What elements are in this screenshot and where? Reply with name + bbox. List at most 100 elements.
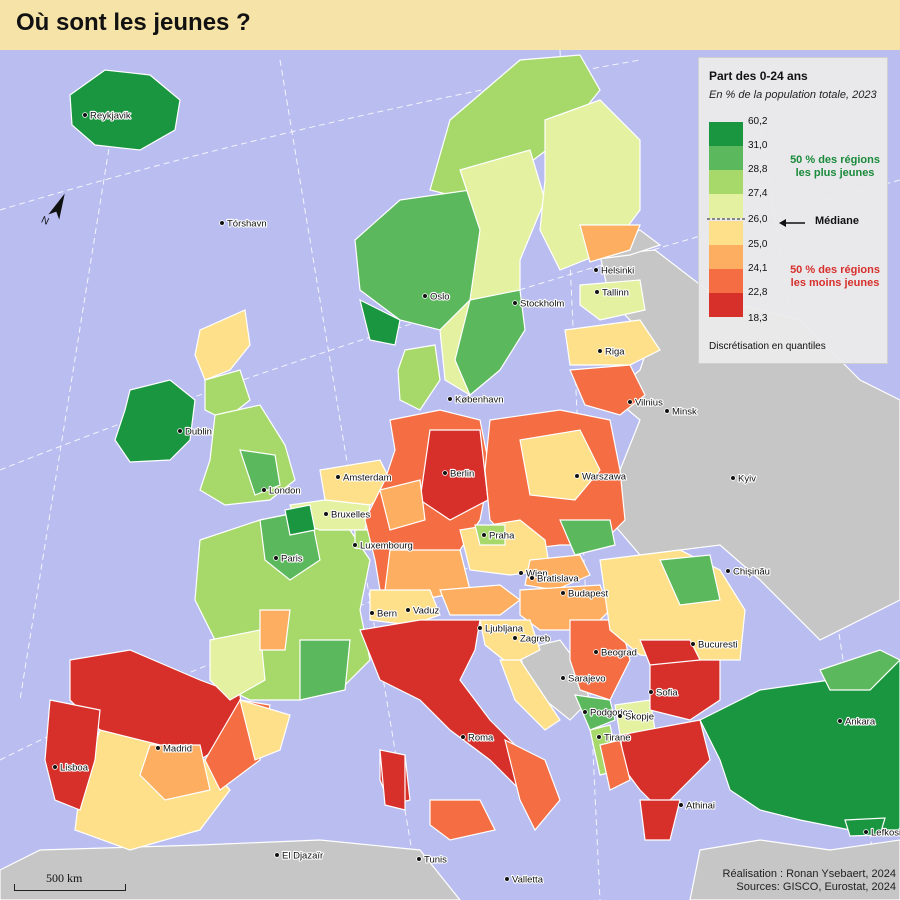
turkey-north [819,649,900,691]
city-label-el-djazai-r: El Djazaïr [282,851,323,862]
city-marker-roma [460,734,466,740]
city-marker-chis-ina-u [725,568,731,574]
city-label-praha: Praha [489,531,515,542]
city-marker-bruxelles [323,511,329,517]
city-marker-madrid [155,745,161,751]
median-arrow-icon [779,219,805,227]
city-marker-zagreb [512,635,518,641]
cyprus [844,817,886,837]
city-marker-ankara [837,718,843,724]
england-midlands [239,449,281,496]
city-marker-reykjavik [82,112,88,118]
slovenia-croatia [479,619,541,666]
city-label-valletta: Valletta [512,875,544,886]
city-label-amsterdam: Amsterdam [343,473,392,484]
city-marker-to-rshavn [219,220,225,226]
city-label-london: London [269,486,301,497]
dalmatia [499,659,561,731]
sweden-stockholm [454,289,526,396]
city-label-tallinn: Tallinn [602,288,629,299]
city-marker-minsk [664,408,670,414]
city-marker-vilnius [627,399,633,405]
france-limousin [259,609,291,651]
peloponnese [639,799,681,841]
romania-south [639,639,701,666]
city-marker-berlin [442,470,448,476]
bottom-group-label: 50 % des régions les moins jeunes [790,264,880,289]
city-marker-luxembourg [352,542,358,548]
sardinia [379,749,406,811]
city-label-zagreb: Zagreb [520,634,550,645]
city-label-reykjavik: Reykjavik [90,111,131,122]
legend-subtitle: En % de la population totale, 2023 [709,89,877,101]
legend-swatch-7 [709,269,743,293]
city-label-roma: Roma [468,733,494,744]
city-label-bern: Bern [377,609,397,620]
scandinavia [354,54,641,396]
city-label-helsinki: Helsinki [601,266,634,277]
legend-tick-8: 22,8 [748,287,768,298]
city-label-lisboa: Lisboa [60,763,89,774]
legend-tick-3: 28,8 [748,164,768,175]
city-label-skopje: Skopje [625,712,654,723]
city-marker-warszawa [574,473,580,479]
france-sw [209,629,266,701]
city-label-beograd: Beograd [601,648,637,659]
city-label-sarajevo: Sarajevo [568,674,606,685]
lithuania [569,364,646,416]
city-label-tunis: Tunis [424,855,447,866]
city-label-podgorica: Podgorica [590,708,633,719]
poland-center [519,429,601,501]
legend-tick-6: 25,0 [748,239,768,250]
city-label-warszawa: Warszawa [582,472,627,483]
city-marker-bratislava [529,575,535,581]
city-label-madrid: Madrid [163,744,192,755]
credits-sources: Sources: GISCO, Eurostat, 2024 [736,881,896,893]
italy-south [504,738,561,832]
city-label-paris: Paris [281,554,303,565]
austria [439,584,521,616]
iceland [69,69,181,151]
city-label-bratislava: Bratislava [537,574,579,585]
city-label-sofia: Sofia [656,688,678,699]
italy [359,619,561,841]
latvia [564,319,661,366]
city-label-bucuresti: Bucuresti [698,640,738,651]
legend-tick-2: 31,0 [748,140,768,151]
slovakia [524,554,591,591]
title-bar: Où sont les jeunes ? [0,0,900,50]
city-marker-el-djazai-r [274,852,280,858]
city-marker-sarajevo [560,675,566,681]
city-label-ljubljana: Ljubljana [485,624,524,635]
legend-swatch-2 [709,146,743,170]
legend: Part des 0-24 ans En % de la population … [698,57,888,364]
spain-madrid [139,744,211,801]
north-africa [0,839,461,900]
scotland-north [194,309,251,381]
middle-east-south [689,839,900,900]
poland-se [559,519,616,556]
benelux [284,459,396,551]
france-se [299,639,351,701]
city-marker-paris [273,555,279,561]
city-label-vaduz: Vaduz [413,606,439,617]
city-label-bruxelles: Bruxelles [331,510,370,521]
city-marker-beograd [593,649,599,655]
city-marker-ljubljana [477,625,483,631]
scale-bar [14,884,126,891]
city-marker-london [261,487,267,493]
city-label-lefkosia: Lefkosia [871,828,900,839]
germany-west [379,479,426,531]
city-marker-riga [597,348,603,354]
turkey [699,649,900,837]
city-marker-stockholm [512,300,518,306]
legend-swatch-3 [709,170,743,194]
credits: Réalisation : Ronan Ysebaert, 2024 Sourc… [723,868,896,894]
legend-tick-1: 60,2 [748,116,768,127]
ireland [114,379,196,463]
romania-ne [659,554,721,606]
cities-layer: Reykjavik Tórshavn Oslo Stockholm Helsinki Ta… [52,109,900,887]
montenegro [574,694,616,731]
city-label-oslo: Oslo [430,292,450,303]
city-marker-praha [481,532,487,538]
